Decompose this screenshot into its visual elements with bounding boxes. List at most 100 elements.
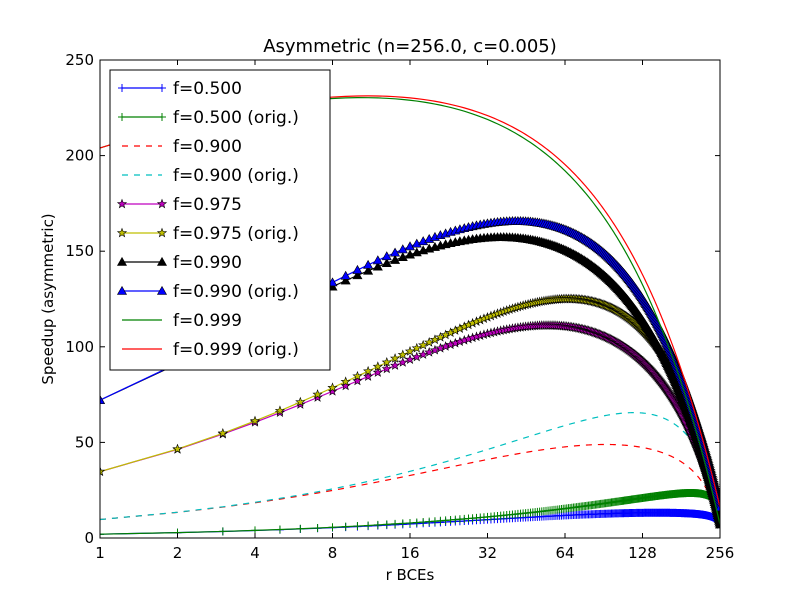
point-f-0-975-orig	[327, 382, 338, 393]
legend-entry-f-0-990-orig: f=0.990 (orig.)	[116, 282, 299, 302]
legend-marker-f-0-500	[118, 84, 126, 92]
point-f-0-975	[340, 380, 351, 391]
point-f-0-975-orig	[295, 396, 306, 407]
legend-label-f-0-900: f=0.900	[173, 137, 242, 157]
y-tick-label: 250	[65, 51, 94, 69]
legend-entry-f-0-975-orig: f=0.975 (orig.)	[116, 224, 299, 244]
series-line-f-0-999-orig	[100, 95, 720, 508]
legend-marker-f-0-975	[116, 198, 128, 209]
series-f-0-999-orig	[100, 95, 720, 508]
legend-label-f-0-500-orig: f=0.500 (orig.)	[173, 108, 299, 128]
point-f-0-990-orig	[352, 264, 363, 274]
legend-marker-f-0-990	[116, 256, 128, 266]
point-f-0-990	[397, 252, 408, 262]
legend-entry-f-0-500: f=0.500	[118, 79, 242, 99]
point-f-0-975	[389, 360, 401, 370]
y-tick-label: 100	[65, 338, 94, 356]
point-f-0-990-orig	[372, 255, 383, 265]
series-line-f-0-900	[100, 443, 720, 525]
point-f-0-500-orig	[353, 522, 362, 531]
point-f-0-500-orig	[373, 520, 382, 529]
legend-label-f-0-990: f=0.990	[173, 253, 242, 273]
point-f-0-990	[390, 254, 401, 264]
point-f-0-500-orig	[218, 527, 227, 536]
legend-entry-f-0-990: f=0.990	[116, 253, 242, 273]
legend-marker-f-0-975-orig	[156, 227, 168, 238]
point-f-0-975-orig	[312, 389, 323, 399]
point-f-0-500-orig	[341, 522, 350, 531]
legend-entry-f-0-900: f=0.900	[122, 137, 242, 157]
legend-entry-f-0-900-orig: f=0.900 (orig.)	[122, 166, 299, 186]
point-f-0-975	[327, 385, 338, 396]
point-f-0-975-orig	[100, 466, 106, 476]
y-tick-label: 0	[84, 529, 94, 547]
point-f-0-500-orig	[313, 523, 322, 532]
x-tick-label: 4	[250, 544, 260, 562]
point-f-0-975-orig	[249, 415, 261, 426]
point-f-0-975-orig	[418, 339, 429, 350]
series-f-0-500-orig	[100, 488, 720, 538]
point-f-0-990-orig	[390, 247, 401, 257]
x-tick-label: 16	[400, 544, 419, 562]
point-f-0-975-orig	[372, 361, 383, 371]
point-f-0-975	[352, 375, 363, 386]
legend-label-f-0-990-orig: f=0.990 (orig.)	[173, 282, 299, 302]
y-tick-label: 150	[65, 242, 94, 260]
legend-label-f-0-999-orig: f=0.999 (orig.)	[173, 340, 299, 360]
point-f-0-975-orig	[404, 346, 416, 356]
legend: f=0.500 f=0.500 (orig.) f=0.900 f=0.900 (or…	[109, 69, 331, 371]
y-axis-label: Speedup (asymmetric)	[39, 213, 57, 384]
point-f-0-990	[352, 270, 363, 280]
x-tick-label: 2	[173, 544, 183, 562]
x-tick-label: 256	[706, 544, 735, 562]
legend-marker-f-0-500	[158, 84, 166, 92]
legend-marker-f-0-975-orig	[116, 227, 128, 238]
point-f-0-990	[363, 265, 374, 275]
point-f-0-500-orig	[406, 518, 414, 527]
point-f-0-500-orig	[296, 524, 305, 533]
point-f-0-975	[424, 346, 435, 357]
point-f-0-975-orig	[389, 353, 401, 363]
legend-marker-f-0-500-orig	[118, 113, 126, 121]
point-f-0-500-orig	[398, 519, 407, 528]
point-f-0-975	[411, 351, 422, 362]
x-tick-label: 64	[555, 544, 574, 562]
point-f-0-975-orig	[397, 349, 408, 360]
chart-title: Asymmetric (n=256.0, c=0.005)	[263, 36, 557, 57]
point-f-0-975-orig	[411, 342, 422, 353]
series-line-f-0-999	[100, 97, 720, 525]
point-f-0-990	[372, 261, 383, 271]
legend-label-f-0-900-orig: f=0.900 (orig.)	[173, 166, 299, 186]
x-tick-label: 8	[328, 544, 338, 562]
legend-label-f-0-975-orig: f=0.975 (orig.)	[173, 224, 299, 244]
point-f-0-975	[397, 357, 408, 367]
point-f-0-975-orig	[274, 405, 286, 416]
point-f-0-975	[418, 349, 429, 359]
point-f-0-500-orig	[275, 525, 284, 534]
point-f-0-500-orig	[364, 521, 373, 530]
point-f-0-975	[404, 354, 416, 364]
x-axis-label: r BCEs	[386, 566, 435, 584]
point-f-0-975-orig	[172, 443, 183, 454]
legend-entry-f-0-999: f=0.999	[122, 311, 242, 331]
point-f-0-500-orig	[328, 523, 337, 532]
point-f-0-500-orig	[382, 520, 391, 529]
legend-marker-f-0-990	[156, 256, 168, 266]
ticks-layer: 1 2 4 8 16 32 64 128 256 0 50 100 150 200 250	[65, 51, 734, 562]
point-f-0-990-orig	[340, 270, 351, 280]
point-f-0-500-orig	[391, 519, 400, 528]
legend-marker-f-0-500-orig	[158, 113, 166, 121]
point-f-0-975-orig	[217, 427, 228, 438]
legend-marker-f-0-990-orig	[156, 285, 168, 295]
series-f-0-900	[100, 443, 720, 525]
point-f-0-990-orig	[363, 259, 374, 269]
point-f-0-990-orig	[404, 241, 416, 251]
legend-marker-f-0-990-orig	[116, 285, 128, 295]
legend-entry-f-0-975: f=0.975	[116, 195, 242, 215]
point-f-0-990-orig	[397, 244, 408, 254]
x-tick-label: 128	[628, 544, 657, 562]
point-f-0-975	[363, 371, 374, 381]
point-f-0-990-orig	[411, 238, 422, 248]
legend-label-f-0-975: f=0.975	[173, 195, 242, 215]
